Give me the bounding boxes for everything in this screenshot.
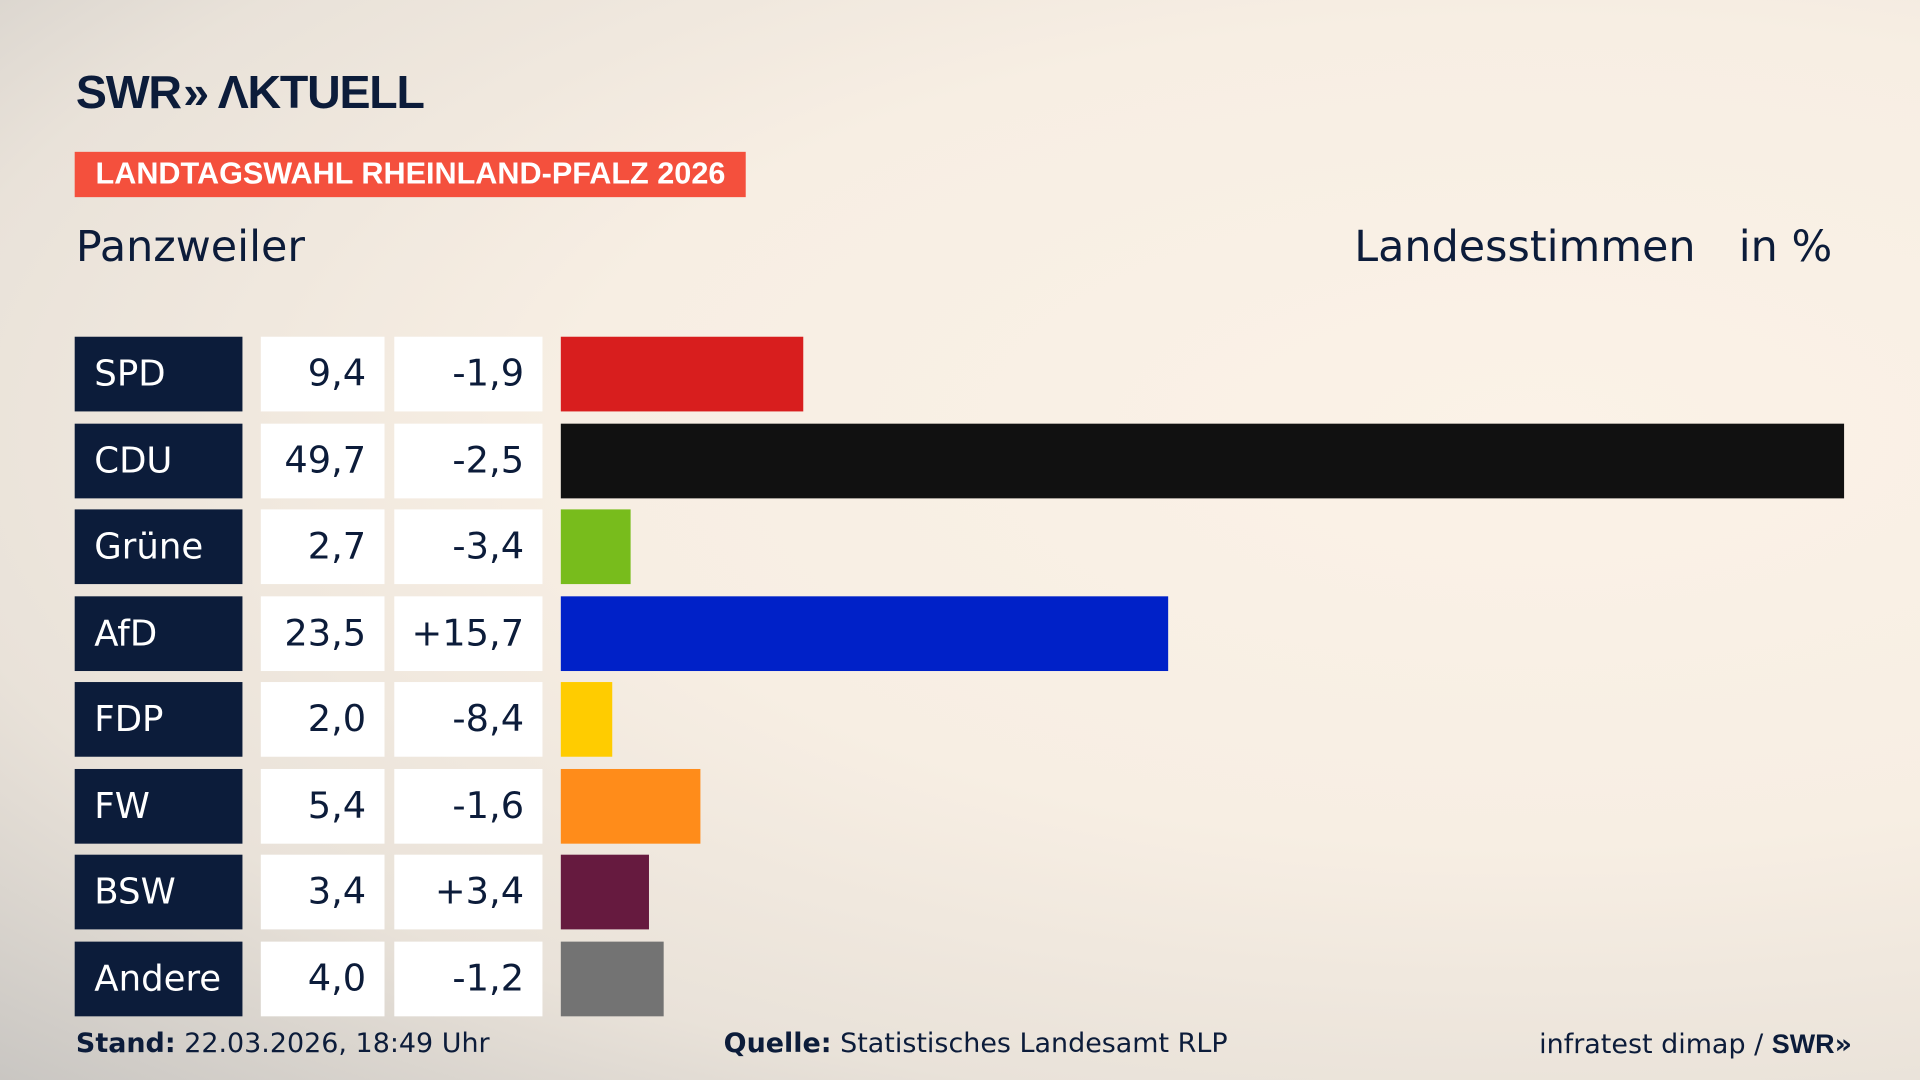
- bar-fw: [560, 768, 701, 844]
- election-badge: LANDTAGSWAHL RHEINLAND-PFALZ 2026: [74, 151, 747, 198]
- place-title: Panzweiler: [75, 222, 305, 272]
- value-label: 49,7: [260, 423, 385, 498]
- bar-spd: [560, 336, 804, 412]
- bar-afd: [560, 595, 1168, 671]
- bar-andere: [560, 941, 665, 1016]
- value-label: 2,7: [260, 509, 385, 585]
- party-label: FW: [74, 768, 243, 844]
- party-label: SPD: [74, 336, 243, 412]
- measure-label: Landesstimmen: [1354, 222, 1696, 272]
- party-label: CDU: [74, 423, 243, 498]
- value-label: 9,4: [260, 336, 385, 412]
- swr-chevron-icon: »: [1834, 1029, 1853, 1061]
- value-label: 23,5: [260, 595, 385, 671]
- swr-logo: SWR: [1771, 1028, 1835, 1060]
- source: Quelle: Statistisches Landesamt RLP: [724, 1029, 1228, 1060]
- value-label: 3,4: [260, 854, 385, 930]
- credit-text: infratest dimap /: [1539, 1029, 1772, 1061]
- party-label: FDP: [74, 682, 243, 757]
- value-label: 2,0: [260, 682, 385, 757]
- change-label: -3,4: [394, 509, 543, 585]
- unit-label: in %: [1738, 222, 1833, 272]
- party-label: Andere: [74, 941, 243, 1016]
- change-label: -1,9: [394, 336, 543, 412]
- value-label: 5,4: [260, 768, 385, 844]
- party-label: AfD: [74, 595, 243, 671]
- change-label: -2,5: [394, 423, 543, 498]
- bar-fdp: [560, 682, 613, 757]
- source-label: Quelle:: [723, 1028, 832, 1060]
- swr-aktuell-logo: SWR» ΛKTUELL: [75, 66, 425, 119]
- bar-cdu: [560, 423, 1845, 498]
- timestamp: Stand: 22.03.2026, 18:49 Uhr: [76, 1029, 490, 1060]
- stand-label: Stand:: [75, 1028, 176, 1060]
- party-label: Grüne: [74, 509, 243, 585]
- party-label: BSW: [74, 854, 243, 930]
- bar-grüne: [560, 509, 631, 585]
- credit: infratest dimap / SWR»: [1539, 1029, 1852, 1061]
- change-label: +3,4: [394, 854, 543, 930]
- change-label: +15,7: [394, 595, 543, 671]
- change-label: -1,6: [394, 768, 543, 844]
- bar-bsw: [560, 854, 649, 930]
- change-label: -8,4: [394, 682, 543, 757]
- change-label: -1,2: [394, 941, 543, 1016]
- source-value: Statistisches Landesamt RLP: [840, 1028, 1228, 1060]
- stand-value: 22.03.2026, 18:49 Uhr: [184, 1028, 490, 1060]
- value-label: 4,0: [260, 941, 385, 1016]
